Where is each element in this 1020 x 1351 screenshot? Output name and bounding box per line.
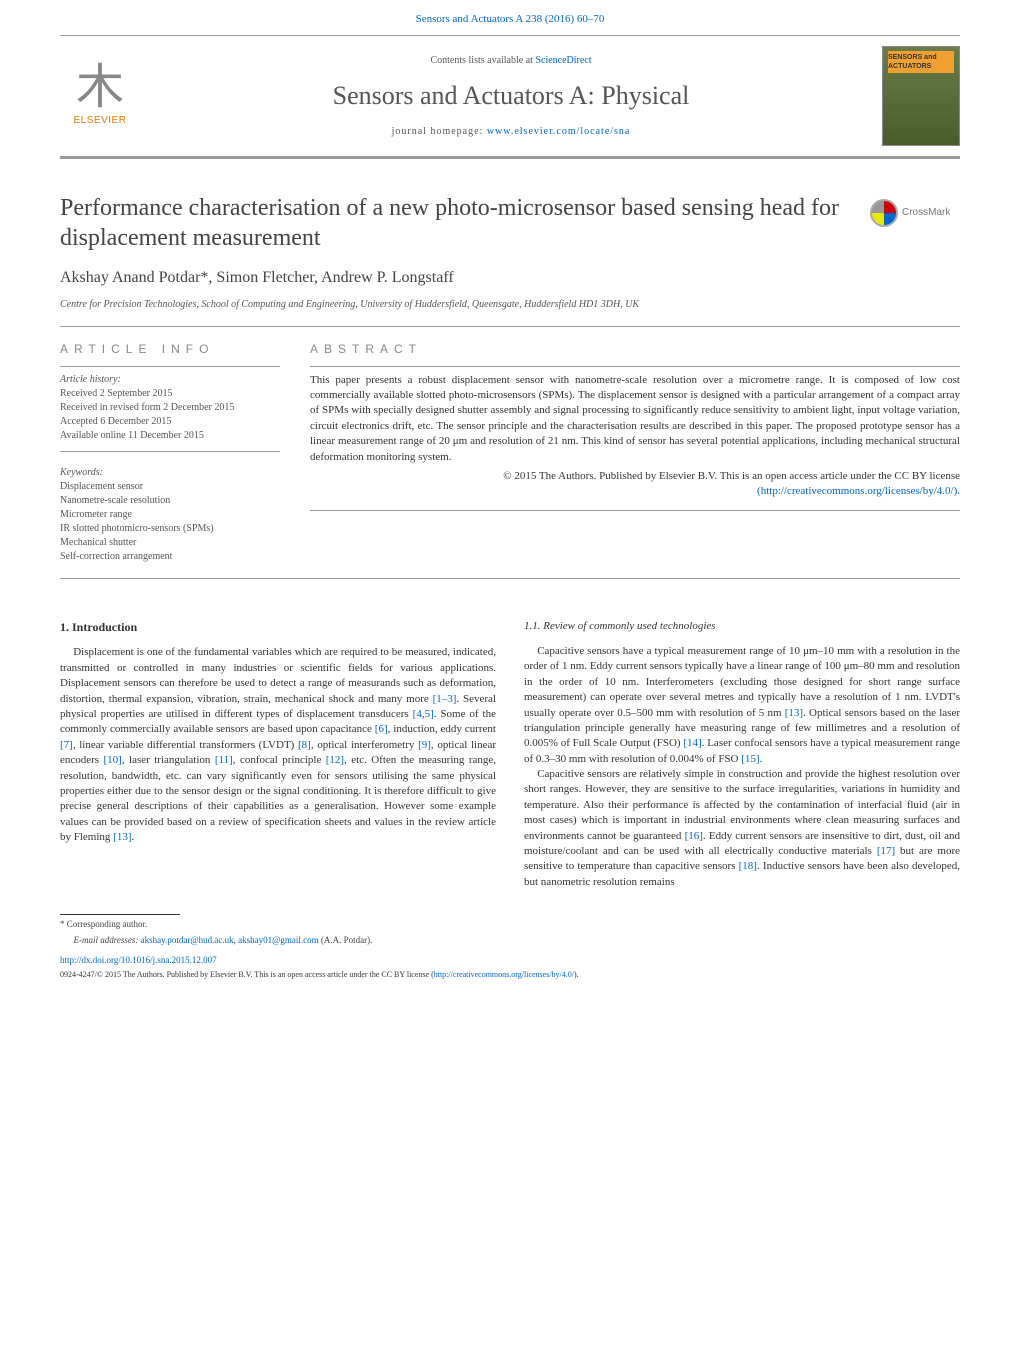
- body-columns: 1. Introduction Displacement is one of t…: [60, 619, 960, 891]
- body-paragraph: Capacitive sensors are relatively simple…: [524, 767, 960, 890]
- keyword: Displacement sensor: [60, 480, 280, 494]
- article-info-heading: ARTICLE INFO: [60, 341, 280, 358]
- journal-header: ⽊ ELSEVIER Contents lists available at S…: [60, 35, 960, 159]
- citation-link[interactable]: [4,5]: [413, 708, 434, 720]
- citation-link[interactable]: [1–3]: [433, 693, 457, 705]
- crossmark-badge[interactable]: CrossMark: [870, 199, 960, 227]
- accepted: Accepted 6 December 2015: [60, 415, 280, 429]
- journal-cover-thumb: SENSORS and ACTUATORS: [882, 46, 960, 146]
- abstract-text: This paper presents a robust displacemen…: [310, 373, 960, 465]
- footnote-rule: [60, 914, 180, 915]
- email-line: E-mail addresses: akshay.potdar@hud.ac.u…: [60, 934, 960, 947]
- citation-link[interactable]: [17]: [877, 845, 895, 857]
- received-revised: Received in revised form 2 December 2015: [60, 401, 280, 415]
- body-column-right: 1.1. Review of commonly used technologie…: [524, 619, 960, 891]
- divider: [60, 451, 280, 452]
- elsevier-logo: ⽊ ELSEVIER: [60, 64, 140, 128]
- contents-prefix: Contents lists available at: [430, 55, 535, 66]
- paper-title: Performance characterisation of a new ph…: [60, 193, 960, 253]
- crossmark-label: CrossMark: [902, 206, 950, 220]
- affiliation: Centre for Precision Technologies, Schoo…: [60, 298, 960, 312]
- citation-link[interactable]: [16]: [685, 830, 703, 842]
- abstract-copyright: © 2015 The Authors. Published by Elsevie…: [310, 469, 960, 500]
- cover-badge: SENSORS and ACTUATORS: [888, 51, 954, 73]
- citation-link[interactable]: [12]: [326, 754, 344, 766]
- keyword: Self-correction arrangement: [60, 550, 280, 564]
- citation-link[interactable]: [18]: [739, 860, 757, 872]
- doi-link[interactable]: http://dx.doi.org/10.1016/j.sna.2015.12.…: [60, 955, 217, 965]
- elsevier-tree-icon: ⽊: [76, 64, 124, 112]
- email-label: E-mail addresses:: [74, 935, 141, 945]
- divider: [60, 578, 960, 579]
- citation-link[interactable]: [10]: [104, 754, 122, 766]
- citation-link[interactable]: [15]: [741, 753, 759, 765]
- divider: [60, 326, 960, 327]
- section-heading: 1. Introduction: [60, 619, 496, 636]
- journal-ref-link[interactable]: Sensors and Actuators A 238 (2016) 60–70: [416, 13, 605, 25]
- journal-homepage: journal homepage: www.elsevier.com/locat…: [140, 125, 882, 139]
- homepage-link[interactable]: www.elsevier.com/locate/sna: [487, 126, 631, 137]
- authors: Akshay Anand Potdar*, Simon Fletcher, An…: [60, 267, 960, 289]
- title-block: Performance characterisation of a new ph…: [60, 193, 960, 253]
- available-online: Available online 11 December 2015: [60, 429, 280, 443]
- citation-link[interactable]: [14]: [683, 737, 701, 749]
- abstract-heading: ABSTRACT: [310, 341, 960, 358]
- keyword: Mechanical shutter: [60, 536, 280, 550]
- body-column-left: 1. Introduction Displacement is one of t…: [60, 619, 496, 891]
- body-paragraph: Capacitive sensors have a typical measur…: [524, 644, 960, 767]
- divider: [310, 366, 960, 367]
- citation-link[interactable]: [6]: [375, 723, 388, 735]
- received: Received 2 September 2015: [60, 387, 280, 401]
- keyword: Nanometre-scale resolution: [60, 494, 280, 508]
- citation-link[interactable]: [13]: [785, 707, 803, 719]
- contents-line: Contents lists available at ScienceDirec…: [140, 54, 882, 68]
- email-link[interactable]: akshay01@gmail.com: [238, 935, 319, 945]
- abstract-column: ABSTRACT This paper presents a robust di…: [310, 341, 960, 564]
- citation-link[interactable]: [13]: [113, 831, 131, 843]
- citation-link[interactable]: [7]: [60, 739, 73, 751]
- citation-link[interactable]: [8]: [298, 739, 311, 751]
- history-label: Article history:: [60, 374, 121, 385]
- license-link[interactable]: (http://creativecommons.org/licenses/by/…: [757, 485, 960, 497]
- homepage-prefix: journal homepage:: [392, 126, 487, 137]
- header-center: Contents lists available at ScienceDirec…: [140, 54, 882, 138]
- copyright-line: 0924-4247/© 2015 The Authors. Published …: [60, 969, 960, 980]
- email-link[interactable]: akshay.potdar@hud.ac.uk: [141, 935, 234, 945]
- corresponding-author: * Corresponding author.: [60, 918, 960, 931]
- citation-link[interactable]: [9]: [418, 739, 431, 751]
- journal-title: Sensors and Actuators A: Physical: [140, 78, 882, 114]
- crossmark-icon: [870, 199, 898, 227]
- license-link[interactable]: http://creativecommons.org/licenses/by/4…: [434, 970, 574, 979]
- divider: [310, 510, 960, 511]
- journal-reference: Sensors and Actuators A 238 (2016) 60–70: [0, 0, 1020, 35]
- article-info-column: ARTICLE INFO Article history: Received 2…: [60, 341, 280, 564]
- article-history: Article history: Received 2 September 20…: [60, 373, 280, 443]
- keywords-label: Keywords:: [60, 467, 103, 478]
- sciencedirect-link[interactable]: ScienceDirect: [535, 55, 591, 66]
- copyright-text: © 2015 The Authors. Published by Elsevie…: [503, 470, 960, 482]
- keyword: Micrometer range: [60, 508, 280, 522]
- citation-link[interactable]: [11]: [215, 754, 233, 766]
- body-paragraph: Displacement is one of the fundamental v…: [60, 645, 496, 845]
- subsection-heading: 1.1. Review of commonly used technologie…: [524, 619, 960, 634]
- doi-line: http://dx.doi.org/10.1016/j.sna.2015.12.…: [60, 954, 960, 967]
- keywords-block: Keywords: Displacement sensor Nanometre-…: [60, 466, 280, 564]
- divider: [60, 366, 280, 367]
- info-abstract-row: ARTICLE INFO Article history: Received 2…: [60, 341, 960, 564]
- keyword: IR slotted photomicro-sensors (SPMs): [60, 522, 280, 536]
- elsevier-word: ELSEVIER: [74, 114, 127, 128]
